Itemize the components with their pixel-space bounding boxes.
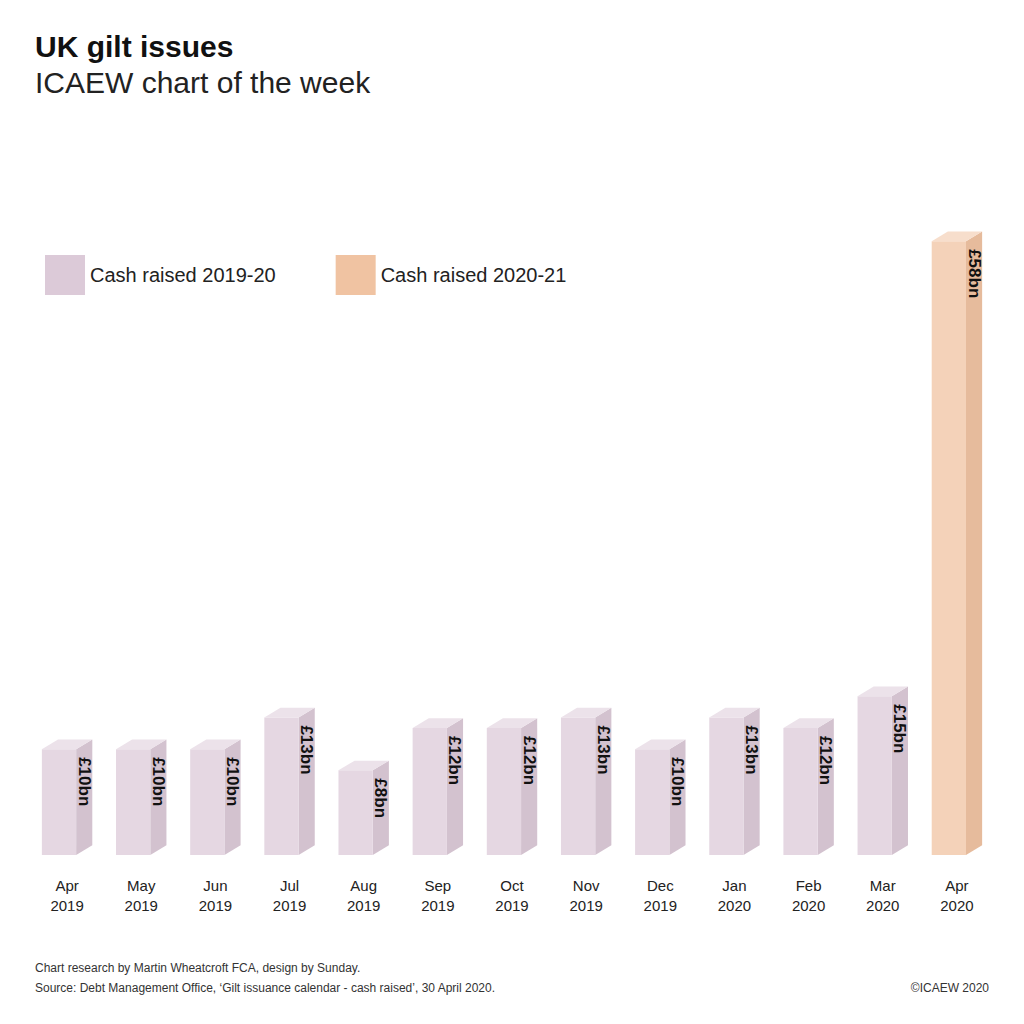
svg-text:£12bn: £12bn [816, 736, 835, 785]
svg-text:2020: 2020 [718, 897, 751, 914]
svg-text:2019: 2019 [199, 897, 232, 914]
svg-text:May: May [127, 877, 156, 894]
svg-text:£10bn: £10bn [668, 757, 687, 806]
svg-text:£10bn: £10bn [75, 757, 94, 806]
svg-text:2019: 2019 [125, 897, 158, 914]
svg-text:Apr: Apr [945, 877, 968, 894]
svg-text:Aug: Aug [350, 877, 377, 894]
svg-text:£15bn: £15bn [890, 704, 909, 753]
svg-text:Mar: Mar [870, 877, 896, 894]
svg-text:£13bn: £13bn [594, 725, 613, 774]
svg-text:Jun: Jun [203, 877, 227, 894]
svg-text:2020: 2020 [940, 897, 973, 914]
svg-text:UK gilt issues: UK gilt issues [35, 30, 233, 63]
svg-text:2020: 2020 [866, 897, 899, 914]
svg-text:©ICAEW 2020: ©ICAEW 2020 [911, 981, 990, 995]
svg-text:£8bn: £8bn [371, 778, 390, 818]
svg-text:Cash raised 2020-21: Cash raised 2020-21 [381, 264, 567, 286]
svg-text:£10bn: £10bn [149, 757, 168, 806]
svg-text:£13bn: £13bn [297, 725, 316, 774]
svg-text:Nov: Nov [573, 877, 600, 894]
svg-text:Dec: Dec [647, 877, 674, 894]
svg-text:Chart research by Martin Wheat: Chart research by Martin Wheatcroft FCA,… [35, 961, 360, 975]
svg-text:Cash raised 2019-20: Cash raised 2019-20 [90, 264, 276, 286]
svg-text:£12bn: £12bn [520, 736, 539, 785]
svg-text:Feb: Feb [796, 877, 822, 894]
svg-text:2019: 2019 [50, 897, 83, 914]
svg-text:2019: 2019 [569, 897, 602, 914]
svg-text:£13bn: £13bn [742, 725, 761, 774]
svg-text:Jan: Jan [722, 877, 746, 894]
svg-text:2019: 2019 [347, 897, 380, 914]
svg-text:£12bn: £12bn [445, 736, 464, 785]
svg-text:2019: 2019 [273, 897, 306, 914]
svg-text:Source: Debt Management Office: Source: Debt Management Office, ‘Gilt is… [35, 981, 495, 995]
svg-text:2020: 2020 [792, 897, 825, 914]
svg-text:Jul: Jul [280, 877, 299, 894]
svg-text:2019: 2019 [495, 897, 528, 914]
svg-text:ICAEW chart of the week: ICAEW chart of the week [35, 66, 371, 99]
svg-text:Oct: Oct [500, 877, 524, 894]
svg-text:£58bn: £58bn [965, 249, 984, 298]
svg-text:Sep: Sep [424, 877, 451, 894]
svg-text:Apr: Apr [55, 877, 78, 894]
svg-text:£10bn: £10bn [223, 757, 242, 806]
svg-text:2019: 2019 [644, 897, 677, 914]
svg-text:2019: 2019 [421, 897, 454, 914]
